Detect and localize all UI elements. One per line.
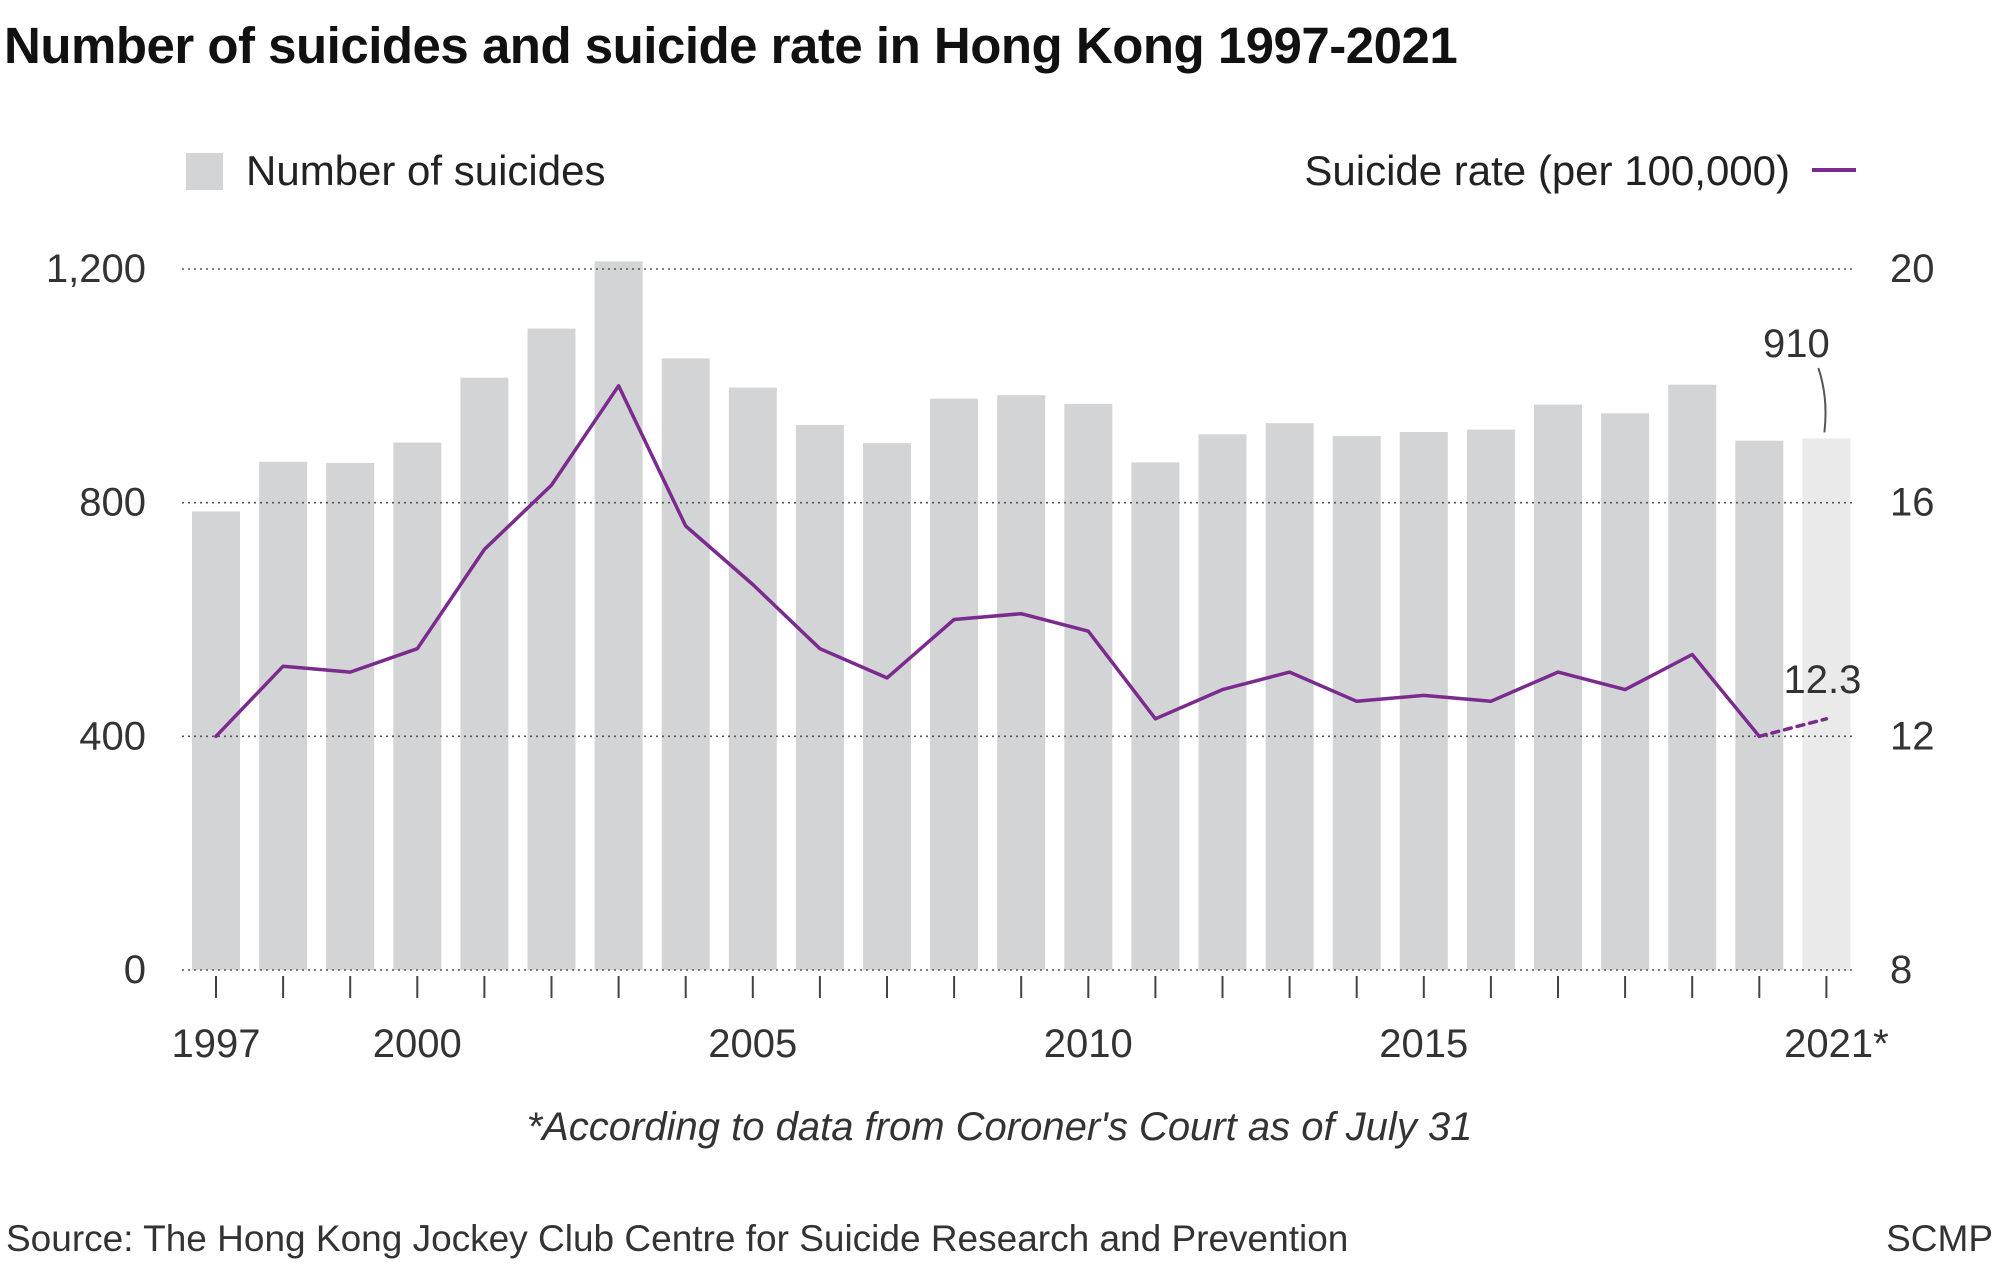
annotation-leader-line	[1817, 367, 1827, 433]
bar-2017	[1534, 404, 1582, 970]
bar-1999	[326, 462, 375, 970]
suicide-rate-line-estimate	[1757, 717, 1829, 739]
bar-2020	[1735, 440, 1784, 970]
y-right-tick-label: 20	[1890, 247, 1935, 291]
y-left-tick-label: 400	[79, 714, 146, 758]
x-tick-label: 2021*	[1784, 1022, 1889, 1066]
bar-2000	[393, 442, 442, 970]
x-tick-label: 1997	[172, 1022, 261, 1066]
bar-2013	[1265, 423, 1314, 970]
x-tick-label: 2010	[1044, 1022, 1133, 1066]
bar-2010	[1064, 403, 1113, 970]
bar-2004	[661, 358, 710, 970]
bar-2005	[728, 387, 777, 971]
bar-1998	[259, 461, 308, 970]
footnote: *According to data from Coroner's Court …	[526, 1105, 1473, 1149]
bar-2009	[997, 395, 1046, 970]
legend-label-line: Suicide rate (per 100,000)	[1304, 147, 1790, 194]
bar-2007	[863, 443, 911, 971]
bar-2021	[1802, 438, 1851, 970]
y-left-tick-label: 0	[124, 948, 146, 992]
source-text: Source: The Hong Kong Jockey Club Centre…	[6, 1218, 1349, 1259]
x-tick-label: 2000	[373, 1022, 462, 1066]
bar-2015	[1399, 432, 1448, 970]
bar-2014	[1332, 436, 1381, 971]
bar-2006	[795, 425, 844, 970]
x-tick-label: 2015	[1379, 1022, 1468, 1066]
bar-1997	[192, 511, 240, 970]
suicide-rate-line	[214, 384, 1762, 739]
annotation-bar-value: 910	[1763, 322, 1830, 366]
bar-2012	[1198, 434, 1247, 970]
chart-title: Number of suicides and suicide rate in H…	[4, 17, 1458, 74]
bar-2001	[460, 377, 509, 970]
y-right-tick-label: 12	[1890, 714, 1935, 758]
x-tick-label: 2005	[708, 1022, 797, 1066]
y-left-tick-label: 800	[79, 481, 146, 525]
brand-label: SCMP	[1886, 1218, 1993, 1259]
annotation-rate-value: 12.3	[1783, 658, 1861, 702]
bar-2003	[594, 261, 643, 970]
y-left-tick-label: 1,200	[46, 247, 146, 291]
legend-label-bars: Number of suicides	[246, 147, 605, 194]
legend-swatch-bars	[186, 153, 223, 190]
bar-2008	[930, 398, 979, 970]
y-right-tick-label: 16	[1890, 481, 1935, 525]
bar-2018	[1601, 413, 1650, 970]
y-right-tick-label: 8	[1890, 948, 1912, 992]
bar-2002	[527, 328, 576, 971]
bar-2019	[1668, 384, 1717, 970]
